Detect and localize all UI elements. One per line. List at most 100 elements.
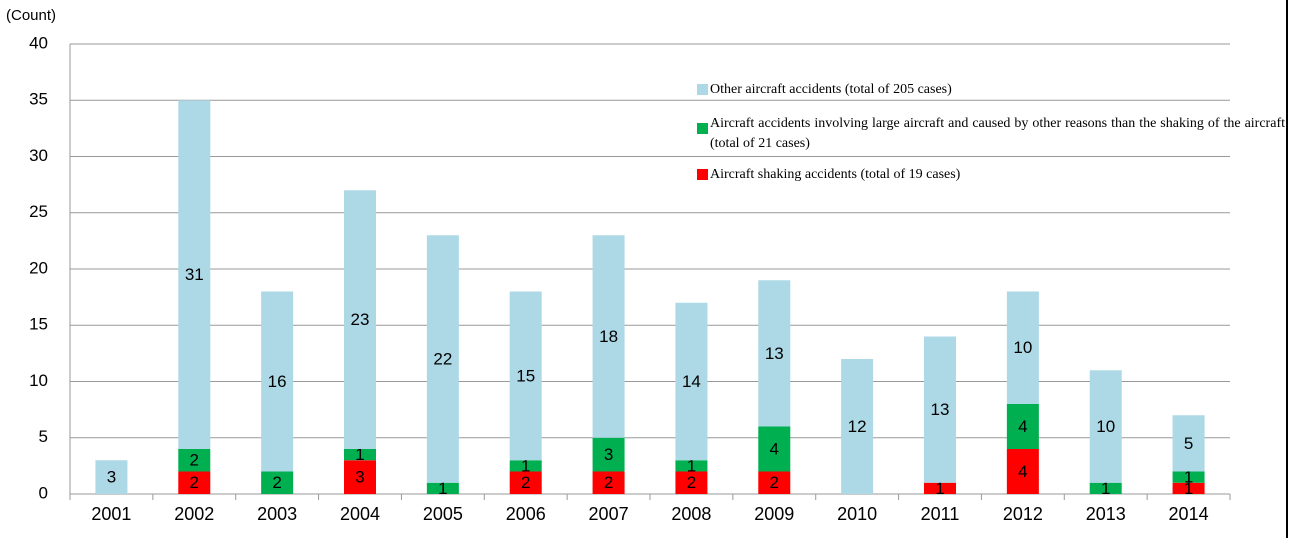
bar-segment <box>675 471 708 494</box>
data-label: 1 <box>438 479 447 498</box>
data-label: 2 <box>190 451 199 470</box>
bar-segment <box>344 449 376 461</box>
y-tick-label: 15 <box>29 315 48 334</box>
x-tick-label: 2003 <box>257 504 297 524</box>
bar-segment <box>592 471 625 494</box>
legend-item: Aircraft accidents involving large aircr… <box>697 114 1285 154</box>
data-label: 1 <box>687 456 696 475</box>
y-axis-label: (Count) <box>6 7 56 24</box>
bar-segment <box>675 302 708 461</box>
bar-segment <box>178 449 211 472</box>
bar-segment <box>1006 449 1039 494</box>
data-label: 2 <box>687 473 696 492</box>
x-tick-label: 2013 <box>1086 504 1126 524</box>
data-label: 3 <box>107 468 116 487</box>
legend-label: Aircraft accidents involving large aircr… <box>710 116 1285 151</box>
y-tick-label: 30 <box>29 146 48 165</box>
data-label: 1 <box>355 445 364 464</box>
data-label: 1 <box>1184 479 1193 498</box>
data-label: 5 <box>1184 434 1193 453</box>
bar-segment <box>509 471 542 494</box>
bar-segment <box>592 437 625 472</box>
bar-segment <box>675 460 708 472</box>
bar-segment <box>1172 471 1205 483</box>
bar-segment <box>178 100 211 449</box>
legend-item: Other aircraft accidents (total of 205 c… <box>697 80 1285 100</box>
y-tick-label: 35 <box>29 90 48 109</box>
data-label: 1 <box>521 456 530 475</box>
legend-label: Aircraft shaking accidents (total of 19 … <box>710 167 961 182</box>
bar-segment <box>1172 415 1205 472</box>
x-tick-label: 2001 <box>91 504 131 524</box>
x-tick-label: 2008 <box>671 504 711 524</box>
bar-segment <box>426 235 459 483</box>
legend-item: Aircraft shaking accidents (total of 19 … <box>697 165 1285 185</box>
y-tick-label: 20 <box>29 258 48 277</box>
data-label: 2 <box>521 473 530 492</box>
data-label: 4 <box>1018 462 1027 481</box>
data-label: 1 <box>935 479 944 498</box>
bar-segment <box>924 482 956 494</box>
data-label: 13 <box>765 344 784 363</box>
data-label: 1 <box>1101 479 1110 498</box>
data-label: 18 <box>599 327 618 346</box>
x-tick-label: 2002 <box>174 504 214 524</box>
bar-segment <box>1172 482 1205 494</box>
data-label: 31 <box>185 265 204 284</box>
data-label: 10 <box>1096 417 1115 436</box>
legend-label: Other aircraft accidents (total of 205 c… <box>710 82 952 97</box>
data-label: 2 <box>272 473 281 492</box>
bar-segment <box>841 359 874 494</box>
x-tick-label: 2011 <box>921 504 960 524</box>
bar-segment <box>509 460 542 472</box>
bar-segment <box>509 291 542 461</box>
data-label: 4 <box>1018 417 1027 436</box>
bar-segment <box>178 471 211 494</box>
x-tick-label: 2009 <box>754 504 794 524</box>
data-label: 16 <box>268 372 287 391</box>
data-label: 2 <box>604 473 613 492</box>
bar-segment <box>1089 370 1122 483</box>
y-tick-label: 25 <box>29 202 48 221</box>
bar-segment <box>344 460 376 494</box>
y-tick-label: 40 <box>29 33 48 52</box>
x-tick-label: 2004 <box>340 504 380 524</box>
y-tick-label: 0 <box>39 483 48 502</box>
bar-segment <box>261 291 294 472</box>
bar-segment <box>1089 482 1122 494</box>
bar-segment <box>426 482 459 494</box>
data-label: 2 <box>770 473 779 492</box>
bar-segment <box>344 190 376 449</box>
bar-segment <box>758 280 791 427</box>
data-label: 13 <box>931 400 950 419</box>
x-tick-label: 2006 <box>506 504 546 524</box>
bar-segment <box>95 460 128 494</box>
bar-segment <box>758 471 791 494</box>
legend-swatch <box>697 169 708 180</box>
data-label: 1 <box>1184 468 1193 487</box>
bar-segment <box>1006 404 1039 449</box>
x-tick-label: 2007 <box>589 504 629 524</box>
data-label: 22 <box>433 349 452 368</box>
bar-segment <box>592 235 625 438</box>
bar-segment <box>758 426 791 472</box>
data-label: 15 <box>516 366 535 385</box>
data-label: 12 <box>848 417 867 436</box>
data-label: 14 <box>682 372 701 391</box>
data-label: 23 <box>351 310 370 329</box>
legend-swatch <box>697 84 708 95</box>
bar-segment <box>261 471 294 494</box>
data-label: 4 <box>770 439 779 458</box>
data-label: 2 <box>190 473 199 492</box>
x-tick-label: 2012 <box>1003 504 1043 524</box>
x-tick-label: 2010 <box>837 504 877 524</box>
data-label: 3 <box>355 468 364 487</box>
legend-swatch <box>697 123 708 134</box>
x-tick-label: 2014 <box>1169 504 1209 524</box>
data-label: 10 <box>1013 338 1032 357</box>
x-tick-label: 2005 <box>423 504 463 524</box>
y-tick-label: 10 <box>29 371 48 390</box>
y-tick-label: 5 <box>39 427 48 446</box>
